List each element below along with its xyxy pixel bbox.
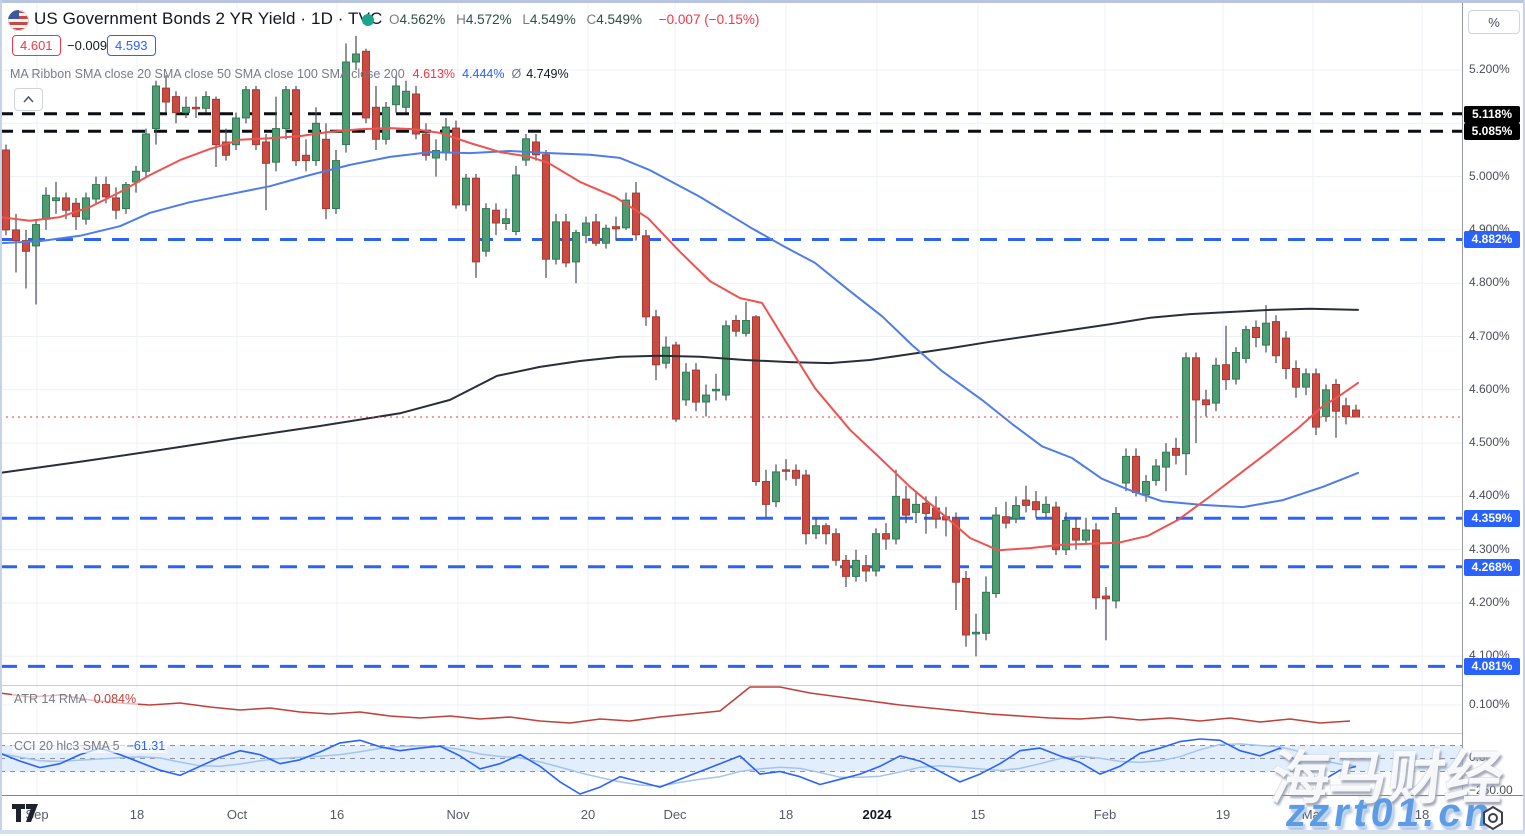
percent-unit-button[interactable]: % — [1468, 10, 1520, 34]
atr-legend[interactable]: ATR 14 RMA 0.084% — [12, 692, 139, 706]
candlestick-series — [2, 35, 1360, 657]
blue-level-badge: 4.081% — [1464, 658, 1520, 676]
time-tick-label: 15 — [970, 807, 986, 822]
blue-level-badge: 4.882% — [1464, 231, 1520, 249]
sma50-line — [0, 150, 1359, 509]
cci-sma-line — [0, 743, 1357, 787]
time-tick-label: 16 — [329, 807, 345, 822]
ma200-value: 4.749% — [526, 67, 569, 81]
bid-ask-change: −0.009 — [67, 38, 108, 53]
atr-value: 0.084% — [93, 692, 137, 706]
black-level-badge: 5.118% — [1464, 105, 1520, 123]
time-tick-label: 2024 — [862, 807, 892, 822]
change-value: −0.007 (−0.15%) — [658, 12, 760, 27]
time-tick-label: Nov — [446, 807, 470, 822]
atr-line — [0, 686, 1351, 724]
chevron-up-icon — [23, 96, 34, 103]
time-axis[interactable]: Sep 18 Oct 16 Nov 20 Dec 18 2024 15 Feb 19 Mar 18 — [0, 795, 1525, 835]
price-tick-label: 4.200% — [1469, 595, 1510, 609]
time-tick-label: 18 — [1414, 807, 1430, 822]
symbol-title[interactable]: US Government Bonds 2 YR Yield · 1D · TV… — [34, 9, 383, 28]
time-tick-label: Oct — [226, 807, 248, 822]
bid-price-box[interactable]: 4.601 — [12, 35, 61, 56]
black-level-badge: 5.085% — [1464, 123, 1520, 141]
time-tick-label: Dec — [663, 807, 687, 822]
low-value: 4.549% — [529, 12, 576, 27]
ask-price-box[interactable]: 4.593 — [107, 35, 156, 56]
open-label: O — [389, 12, 400, 27]
ma20-value: 4.613% — [412, 67, 456, 81]
chart-canvas[interactable] — [0, 0, 1462, 795]
price-tick-label: 5.000% — [1469, 168, 1510, 183]
cci-tick-label: 0.00 — [1469, 750, 1493, 764]
cci-value: −61.31 — [126, 739, 166, 753]
price-tick-label: 4.300% — [1469, 541, 1510, 556]
low-label: L — [522, 12, 530, 27]
pane-separator-atr[interactable] — [0, 685, 1525, 686]
ma100-hidden-symbol: Ø — [511, 67, 522, 81]
pane-separator-cci[interactable] — [0, 733, 1525, 734]
ma-ribbon-legend[interactable]: MA Ribbon SMA close 20 SMA close 50 SMA … — [10, 67, 569, 81]
ma-ribbon-label: MA Ribbon SMA close 20 SMA close 50 SMA … — [10, 67, 405, 81]
settings-gear-icon[interactable] — [1480, 805, 1506, 831]
time-tick-label: Mar — [1301, 807, 1325, 822]
price-tick-label: 4.700% — [1469, 328, 1510, 343]
atr-title: ATR 14 RMA — [14, 692, 87, 706]
ohlc-readout: O4.562% H4.572% L4.549% C4.549% −0.007 (… — [389, 12, 759, 27]
price-tick-label: 4.500% — [1469, 435, 1510, 450]
price-axis[interactable]: % 5.200% 5.000% 4.900% 4.800% 4.700% 4.600% 4.… — [1462, 0, 1525, 797]
close-label: C — [586, 12, 597, 27]
price-tick-label: 5.200% — [1469, 62, 1510, 76]
collapse-legend-button[interactable] — [14, 88, 43, 111]
ma50-value: 4.444% — [462, 67, 505, 81]
time-tick-label: 18 — [129, 807, 145, 822]
cci-tick-label: −250.00 — [1469, 783, 1513, 797]
market-status-dot-icon[interactable] — [362, 14, 374, 26]
blue-level-badge: 4.359% — [1464, 510, 1520, 528]
time-tick-label: 19 — [1215, 807, 1231, 822]
open-value: 4.562% — [399, 12, 446, 27]
close-value: 4.549% — [596, 12, 643, 27]
cci-line — [0, 738, 1357, 795]
time-tick-label: 18 — [778, 807, 794, 822]
blue-level-badge: 4.268% — [1464, 558, 1520, 576]
us-flag-icon — [8, 10, 29, 31]
sma20-line — [0, 127, 1359, 552]
high-label: H — [456, 12, 466, 27]
site-watermark: zzrt01.cn — [1282, 791, 1497, 835]
sma200-line — [0, 307, 1359, 474]
price-tick-label: 4.800% — [1469, 275, 1510, 290]
cci-title: CCI 20 hlc3 SMA 5 — [14, 739, 120, 753]
time-tick-label: Feb — [1093, 807, 1117, 822]
price-tick-label: 4.600% — [1469, 381, 1510, 396]
tradingview-logo[interactable] — [10, 801, 42, 825]
atr-tick-label: 0.100% — [1469, 697, 1510, 711]
price-tick-label: 4.400% — [1469, 488, 1510, 503]
high-value: 4.572% — [465, 12, 512, 27]
time-tick-label: 20 — [580, 807, 596, 822]
cci-legend[interactable]: CCI 20 hlc3 SMA 5 −61.31 — [12, 739, 168, 753]
